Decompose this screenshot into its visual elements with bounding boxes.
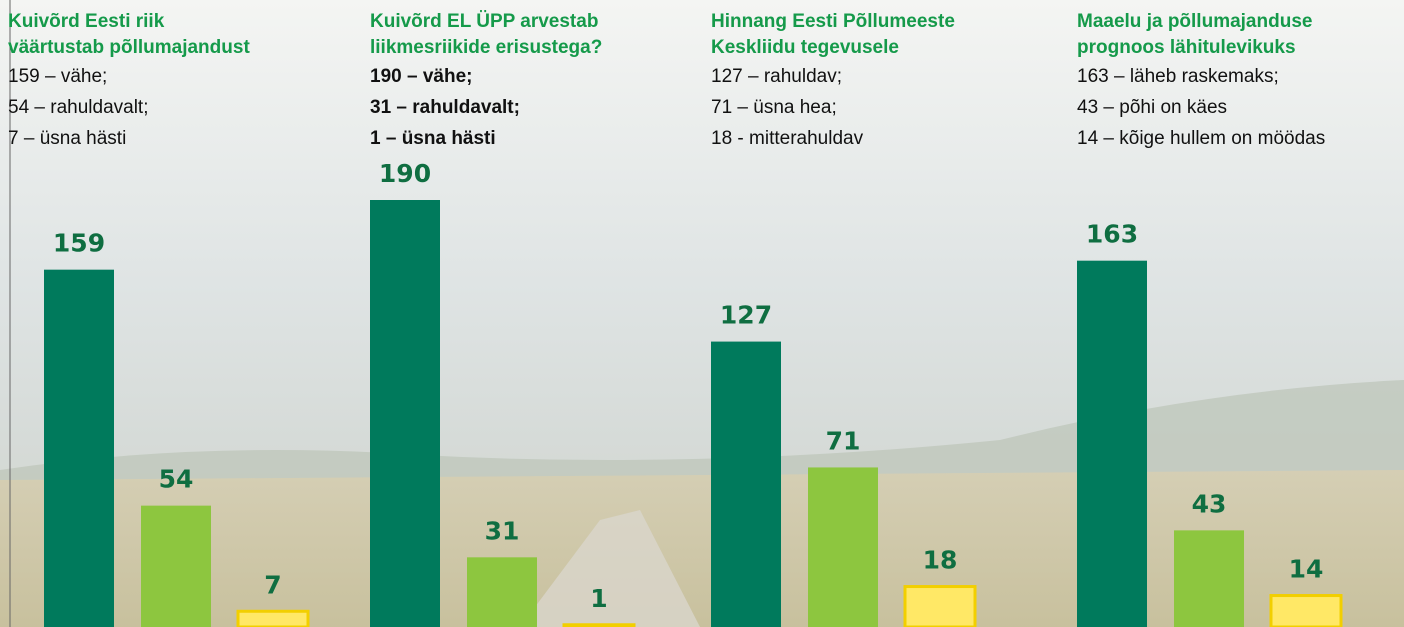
value-label: 127: [720, 301, 772, 330]
value-label: 14: [1289, 555, 1324, 584]
legend-note: 18 - mitterahuldav: [711, 128, 864, 149]
bar: [467, 557, 537, 627]
legend-note: 159 – vähe;: [8, 66, 107, 87]
value-label: 159: [53, 229, 105, 258]
chart-title: Kuivõrd EL ÜPP arvestab: [370, 11, 598, 32]
value-label: 43: [1192, 489, 1227, 518]
bar: [808, 467, 878, 627]
chart-title: liikmesriikide erisustega?: [370, 37, 602, 58]
legend-note: 190 – vähe;: [370, 66, 472, 87]
bar: [238, 611, 308, 627]
value-label: 18: [923, 546, 958, 575]
legend-note: 14 – kõige hullem on möödas: [1077, 128, 1325, 149]
chart-title: Kuivõrd Eesti riik: [8, 11, 165, 32]
value-label: 1: [590, 584, 607, 613]
bar: [1271, 596, 1341, 627]
value-label: 71: [826, 426, 861, 455]
chart-title: Maaelu ja põllumajanduse: [1077, 11, 1312, 32]
value-label: 190: [379, 159, 431, 188]
chart-title: väärtustab põllumajandust: [8, 37, 250, 58]
legend-note: 7 – üsna hästi: [8, 128, 126, 149]
bar: [44, 270, 114, 627]
value-label: 54: [159, 465, 194, 494]
legend-note: 43 – põhi on käes: [1077, 97, 1227, 118]
legend-note: 1 – üsna hästi: [370, 128, 496, 149]
chart-title: Keskliidu tegevusele: [711, 37, 899, 58]
infographic: Kuivõrd Eesti riik väärtustab põllumajand…: [0, 0, 1404, 627]
legend-note: 71 – üsna hea;: [711, 97, 837, 118]
bar: [1077, 261, 1147, 627]
bar: [905, 587, 975, 627]
value-label: 163: [1086, 220, 1138, 249]
chart-title: prognoos lähitulevikuks: [1077, 37, 1296, 58]
value-label: 7: [264, 570, 281, 599]
chart-title: Hinnang Eesti Põllumeeste: [711, 11, 955, 32]
value-label: 31: [485, 516, 520, 545]
legend-note: 163 – läheb raskemaks;: [1077, 66, 1279, 87]
bar: [370, 200, 440, 627]
legend-note: 31 – rahuldavalt;: [370, 97, 520, 118]
bar: [1174, 530, 1244, 627]
bar: [711, 342, 781, 627]
legend-note: 54 – rahuldavalt;: [8, 97, 149, 118]
legend-note: 127 – rahuldav;: [711, 66, 842, 87]
bar: [141, 506, 211, 627]
